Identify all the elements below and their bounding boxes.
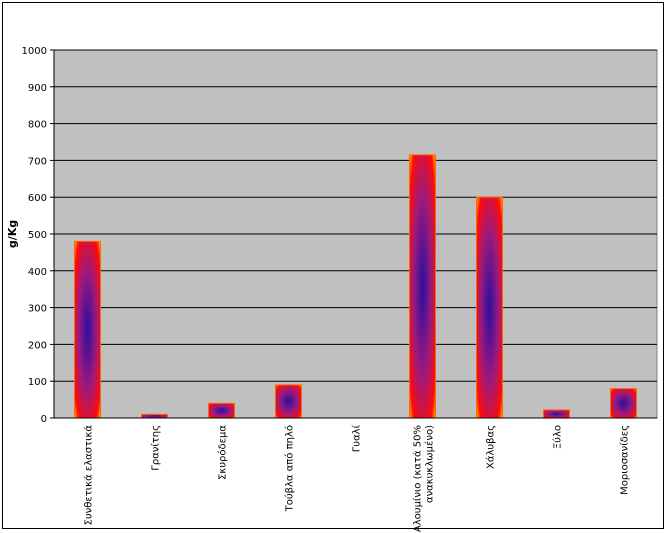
y-tick-labels: 0 100 200 300 400 500 600 700 800 900 1000 (22, 46, 54, 425)
x-tick-label: Χάλυβας (485, 425, 497, 469)
bar (476, 196, 503, 419)
x-tick-label: Συνθετικά ελαστικά (83, 425, 95, 526)
y-tick-label: 100 (28, 377, 47, 388)
x-tick-label: Γρανίτης (150, 425, 162, 471)
y-axis-label: g/Kg (6, 220, 19, 248)
gridlines (54, 49, 657, 382)
y-tick-label: 800 (28, 120, 47, 131)
bar (543, 409, 570, 419)
bar (74, 240, 101, 419)
y-tick-label: 900 (28, 83, 47, 94)
bar (610, 388, 637, 419)
x-tick-label: Μοριοσανίδες (619, 425, 631, 495)
y-tick-label: 200 (28, 340, 47, 351)
x-tick-label: ανακυκλωμένο) (424, 425, 436, 503)
x-tick-label: Αλουμίνιο (κατά 50% (412, 425, 424, 532)
y-tick-label: 700 (28, 156, 47, 167)
y-tick-label: 400 (28, 267, 47, 278)
bar (141, 413, 168, 419)
x-tick-label: Σκυρόδεμα (217, 425, 229, 480)
x-tick-label: Ξύλο (552, 425, 564, 449)
bar (208, 402, 235, 419)
bar (409, 154, 436, 419)
y-tick-label: 500 (28, 230, 47, 241)
y-tick-label: 600 (28, 193, 47, 204)
y-tick-label: 1000 (22, 46, 47, 57)
y-tick-label: 300 (28, 304, 47, 315)
x-tick-labels: Συνθετικά ελαστικά Γρανίτης Σκυρόδεμα Τούβλ… (83, 424, 631, 532)
y-tick-label: 0 (41, 414, 47, 425)
bar (275, 384, 302, 419)
x-tick-label: Γυαλί (351, 424, 363, 452)
x-tick-label: Τούβλα από πηλό (284, 425, 296, 512)
